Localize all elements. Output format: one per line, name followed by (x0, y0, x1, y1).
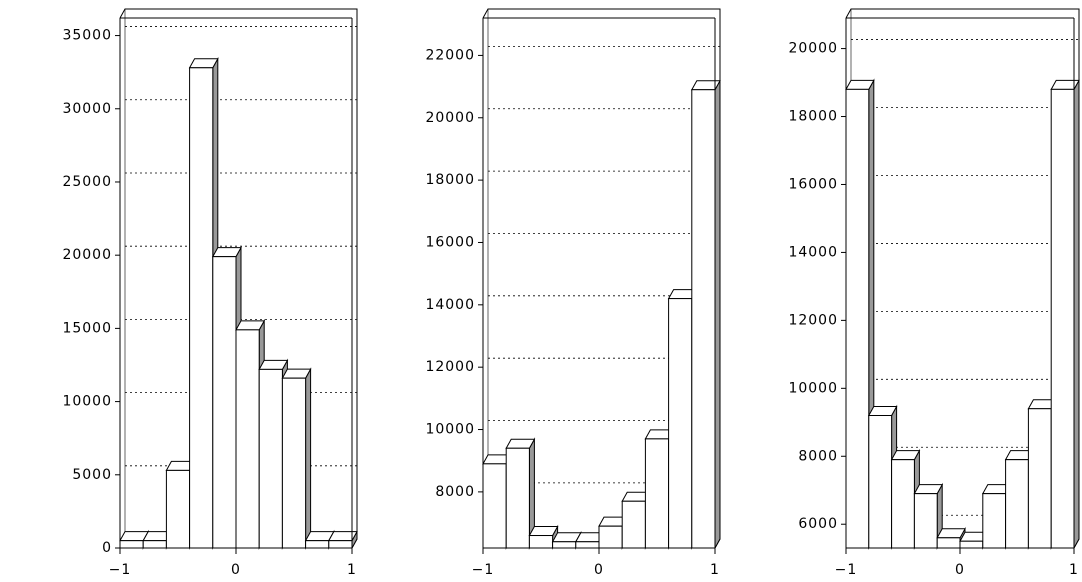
bar-top (690, 80, 721, 91)
bar (644, 438, 670, 549)
bar-side (714, 78, 721, 550)
bar (212, 256, 237, 549)
y-tick-label: 6000 (798, 516, 838, 532)
y-tick-label: 14000 (425, 297, 475, 313)
y-tick-label: 16000 (425, 234, 475, 250)
x-tick-label: 0 (594, 562, 604, 578)
bar-top (867, 406, 898, 416)
y-tick-label: 0 (102, 540, 112, 556)
bar (305, 540, 330, 549)
bar-top (936, 528, 966, 539)
x-tick-label: 1 (710, 562, 720, 578)
y-tick-label: 18000 (788, 109, 838, 125)
y-tick-label: 25000 (62, 174, 112, 190)
bar-top (235, 320, 266, 331)
bar (528, 535, 554, 549)
bar (845, 88, 870, 549)
bar (691, 89, 716, 549)
y-tick-label: 10000 (425, 422, 475, 438)
bar (1005, 459, 1029, 549)
bar (119, 540, 144, 549)
bar (982, 493, 1007, 549)
bar-side (305, 367, 312, 550)
bar (328, 540, 353, 549)
x-tick-label: 1 (1069, 562, 1079, 578)
y-tick-label: 16000 (788, 176, 838, 192)
bar (1050, 88, 1075, 549)
x-tick-label: −1 (835, 562, 858, 578)
bar (281, 377, 307, 549)
bar-top (505, 438, 536, 449)
bar (142, 540, 167, 549)
y-tick-label: 12000 (425, 359, 475, 375)
y-tick-label: 15000 (62, 320, 112, 336)
bar-top (528, 526, 559, 537)
y-tick-label: 20000 (425, 110, 475, 126)
bar (891, 459, 915, 549)
bar (913, 493, 938, 549)
y-tick-label: 20000 (62, 247, 112, 263)
bar-top (281, 368, 312, 379)
y-tick-label: 18000 (425, 172, 475, 188)
bar-top (890, 450, 921, 461)
bar (668, 298, 693, 549)
y-tick-label: 5000 (72, 467, 112, 483)
bar-side (1073, 78, 1080, 550)
bar (258, 368, 283, 549)
y-tick-label: 22000 (425, 47, 475, 63)
bar-top (188, 58, 219, 69)
y-tick-label: 30000 (62, 101, 112, 117)
bar (936, 537, 961, 549)
bar-top (327, 531, 358, 542)
y-tick-label: 8000 (798, 448, 838, 464)
bar-top (211, 247, 242, 258)
bar (598, 525, 623, 549)
y-tick-label: 8000 (435, 484, 475, 500)
bar (575, 541, 600, 549)
bar (621, 500, 646, 549)
y-tick-label: 20000 (788, 41, 838, 57)
bar (482, 463, 507, 549)
x-tick-label: 0 (231, 562, 241, 578)
y-tick-label: 10000 (788, 380, 838, 396)
y-tick-label: 35000 (62, 28, 112, 44)
x-tick-label: −1 (472, 562, 495, 578)
x-tick-label: 0 (955, 562, 965, 578)
bar (165, 469, 191, 549)
bar-top (258, 359, 289, 370)
x-tick-label: −1 (109, 562, 132, 578)
bar (189, 67, 214, 549)
bar-top (1050, 79, 1080, 90)
bar (1027, 408, 1052, 549)
bar (868, 415, 893, 549)
bar (552, 541, 577, 549)
bar (959, 540, 984, 549)
y-tick-label: 14000 (788, 244, 838, 260)
bar (235, 329, 260, 549)
x-tick-label: 1 (347, 562, 357, 578)
bar-top (913, 484, 944, 495)
y-tick-label: 10000 (62, 394, 112, 410)
bar-top (845, 79, 875, 90)
y-tick-label: 12000 (788, 312, 838, 328)
bar (505, 447, 530, 549)
